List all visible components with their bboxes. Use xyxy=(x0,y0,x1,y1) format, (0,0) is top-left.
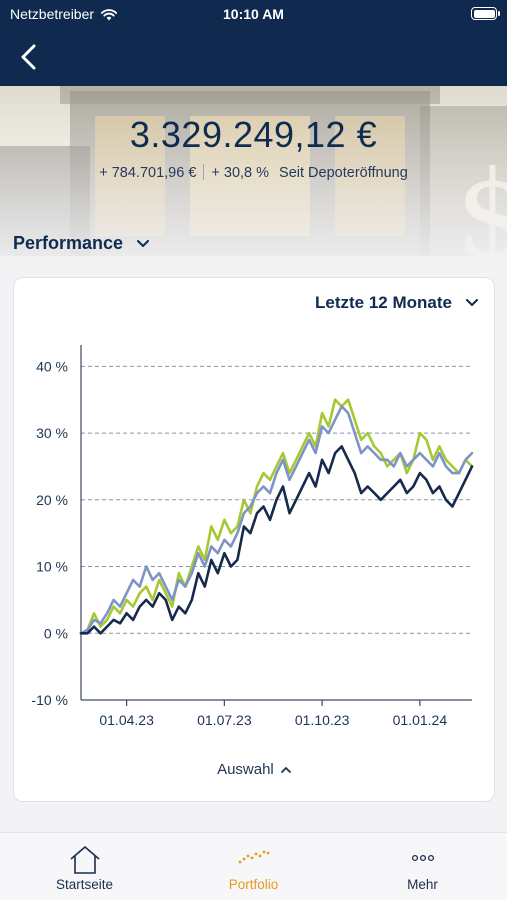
wifi-icon xyxy=(100,8,118,20)
chevron-down-icon xyxy=(137,239,150,247)
navigation-bar xyxy=(0,28,507,86)
x-tick-label: 01.10.23 xyxy=(295,712,350,728)
tab-bar: Startseite Portfolio Mehr xyxy=(0,832,507,900)
series-line-1 xyxy=(79,398,474,635)
chart-dots-icon xyxy=(238,850,269,864)
tab-portfolio[interactable]: Portfolio xyxy=(169,833,338,900)
series-line-3 xyxy=(79,445,474,635)
change-percent: + 30,8 % xyxy=(211,165,270,181)
home-icon xyxy=(69,846,100,874)
tab-label: Mehr xyxy=(407,877,438,892)
tab-label: Startseite xyxy=(55,877,114,892)
portfolio-total-value: 3.329.249,12 € xyxy=(129,114,378,155)
carrier-name: Netzbetreiber xyxy=(10,6,95,22)
divider xyxy=(203,164,205,180)
tab-mehr[interactable]: Mehr xyxy=(338,833,507,900)
more-icon xyxy=(411,854,434,862)
auswahl-toggle[interactable]: Auswahl xyxy=(14,761,494,778)
y-tick-label: 40 % xyxy=(36,358,68,374)
section-title: Performance xyxy=(13,233,124,253)
x-tick-label: 01.04.23 xyxy=(99,712,154,728)
x-tick-label: 01.07.23 xyxy=(197,712,252,728)
change-absolute: + 784.701,96 € xyxy=(99,165,197,181)
tab-startseite[interactable]: Startseite xyxy=(0,833,169,900)
portfolio-header: $ 3.329.249,12 € + 784.701,96 €+ 30,8 %S… xyxy=(0,86,507,286)
chevron-up-icon xyxy=(281,767,291,773)
back-button[interactable] xyxy=(14,40,46,74)
chevron-left-icon xyxy=(21,44,36,70)
period-selector[interactable]: Letzte 12 Monate xyxy=(315,293,478,313)
series-line-2 xyxy=(79,405,474,635)
y-tick-label: 30 % xyxy=(36,425,68,441)
performance-line-chart[interactable]: -10 % 0 % 10 % 20 % 30 % 40 % 01.04.23 01.07.23… xyxy=(14,278,496,748)
clock: 10:10 AM xyxy=(223,6,284,22)
portfolio-change-row: + 784.701,96 € + 30,8 % Seit Depoteröffnun… xyxy=(0,164,507,181)
chevron-down-icon xyxy=(466,299,478,306)
y-tick-label: -10 % xyxy=(31,692,68,708)
performance-chart-card: Letzte 12 Monate -10 % 0 % 10 % 20 % 30 % 40 … xyxy=(13,277,495,802)
y-tick-label: 0 % xyxy=(44,625,68,641)
y-tick-label: 20 % xyxy=(36,492,68,508)
carrier-group: Netzbetreiber xyxy=(10,6,118,22)
tab-label: Portfolio xyxy=(228,877,279,892)
y-tick-label: 10 % xyxy=(36,559,68,575)
x-tick-label: 01.01.24 xyxy=(393,712,448,728)
battery-icon xyxy=(471,7,500,20)
change-label: Seit Depoteröffnung xyxy=(279,165,408,181)
period-label: Letzte 12 Monate xyxy=(315,293,452,312)
performance-dropdown[interactable]: Performance xyxy=(13,233,150,254)
status-bar: Netzbetreiber 10:10 AM xyxy=(0,0,507,28)
auswahl-label: Auswahl xyxy=(217,761,274,778)
